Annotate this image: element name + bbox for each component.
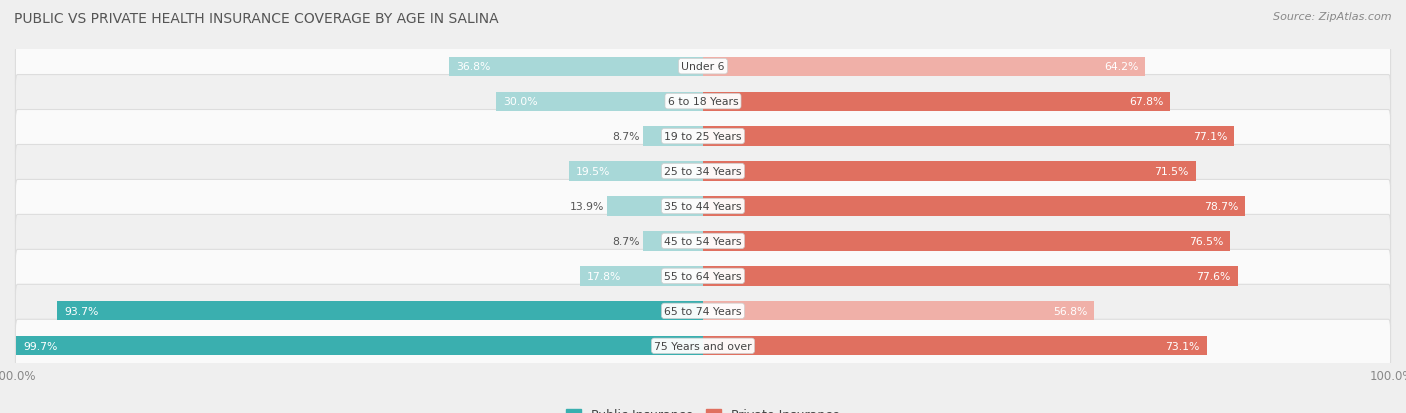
Legend: Public Insurance, Private Insurance: Public Insurance, Private Insurance bbox=[561, 404, 845, 413]
Text: 73.1%: 73.1% bbox=[1166, 341, 1199, 351]
FancyBboxPatch shape bbox=[15, 180, 1391, 233]
Text: 56.8%: 56.8% bbox=[1053, 306, 1087, 316]
Text: 8.7%: 8.7% bbox=[612, 236, 640, 247]
Bar bbox=[450, 57, 703, 76]
Bar bbox=[703, 337, 1206, 356]
FancyBboxPatch shape bbox=[15, 75, 1391, 128]
Text: Source: ZipAtlas.com: Source: ZipAtlas.com bbox=[1274, 12, 1392, 22]
FancyBboxPatch shape bbox=[15, 110, 1391, 163]
Text: 6 to 18 Years: 6 to 18 Years bbox=[668, 97, 738, 107]
Text: 76.5%: 76.5% bbox=[1189, 236, 1223, 247]
Text: 77.1%: 77.1% bbox=[1192, 132, 1227, 142]
Bar bbox=[496, 92, 703, 112]
Text: Under 6: Under 6 bbox=[682, 62, 724, 72]
Text: 35 to 44 Years: 35 to 44 Years bbox=[664, 202, 742, 211]
Text: 19.5%: 19.5% bbox=[575, 166, 610, 177]
Bar bbox=[58, 301, 703, 321]
Text: 19 to 25 Years: 19 to 25 Years bbox=[664, 132, 742, 142]
Bar bbox=[643, 127, 703, 146]
Text: 25 to 34 Years: 25 to 34 Years bbox=[664, 166, 742, 177]
Text: 13.9%: 13.9% bbox=[569, 202, 603, 211]
FancyBboxPatch shape bbox=[15, 215, 1391, 268]
Bar bbox=[568, 162, 703, 181]
Bar bbox=[703, 267, 1237, 286]
Text: 71.5%: 71.5% bbox=[1154, 166, 1188, 177]
Text: 30.0%: 30.0% bbox=[503, 97, 538, 107]
Text: 65 to 74 Years: 65 to 74 Years bbox=[664, 306, 742, 316]
Text: 17.8%: 17.8% bbox=[588, 271, 621, 281]
FancyBboxPatch shape bbox=[15, 285, 1391, 338]
Text: 99.7%: 99.7% bbox=[22, 341, 58, 351]
Bar bbox=[703, 92, 1170, 112]
Text: 55 to 64 Years: 55 to 64 Years bbox=[664, 271, 742, 281]
Text: 78.7%: 78.7% bbox=[1204, 202, 1239, 211]
Text: 36.8%: 36.8% bbox=[457, 62, 491, 72]
Bar bbox=[643, 232, 703, 251]
FancyBboxPatch shape bbox=[15, 320, 1391, 373]
Text: 64.2%: 64.2% bbox=[1104, 62, 1139, 72]
Bar bbox=[581, 267, 703, 286]
Bar bbox=[703, 197, 1246, 216]
Bar bbox=[703, 232, 1230, 251]
Bar bbox=[703, 127, 1234, 146]
Text: PUBLIC VS PRIVATE HEALTH INSURANCE COVERAGE BY AGE IN SALINA: PUBLIC VS PRIVATE HEALTH INSURANCE COVER… bbox=[14, 12, 499, 26]
Text: 45 to 54 Years: 45 to 54 Years bbox=[664, 236, 742, 247]
Text: 75 Years and over: 75 Years and over bbox=[654, 341, 752, 351]
Text: 8.7%: 8.7% bbox=[612, 132, 640, 142]
Text: 93.7%: 93.7% bbox=[65, 306, 98, 316]
Bar bbox=[703, 162, 1195, 181]
FancyBboxPatch shape bbox=[15, 145, 1391, 198]
Bar bbox=[607, 197, 703, 216]
FancyBboxPatch shape bbox=[15, 250, 1391, 303]
Bar bbox=[703, 57, 1146, 76]
Bar bbox=[15, 337, 703, 356]
Bar bbox=[703, 301, 1094, 321]
Text: 67.8%: 67.8% bbox=[1129, 97, 1163, 107]
Text: 77.6%: 77.6% bbox=[1197, 271, 1230, 281]
FancyBboxPatch shape bbox=[15, 40, 1391, 93]
